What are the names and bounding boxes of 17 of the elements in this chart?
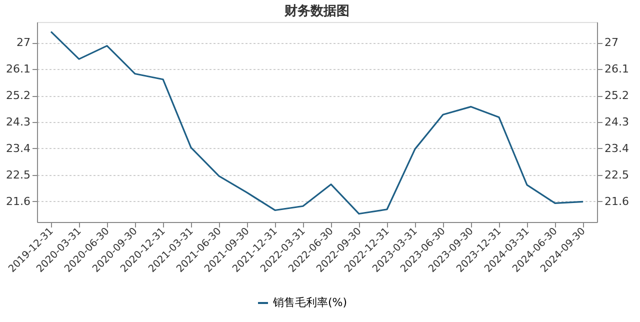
chart-title: 财务数据图 xyxy=(284,4,350,19)
y-tick-label: 23.4 xyxy=(6,142,30,155)
line-series xyxy=(50,30,584,215)
y-tick-label: 26.1 xyxy=(6,62,30,76)
y-tick-label: 27 xyxy=(16,36,30,50)
y2-tick-label: 21.6 xyxy=(604,194,629,208)
y2-tick-label: 25.2 xyxy=(604,89,629,102)
y2-tick-label: 27 xyxy=(604,36,618,50)
y2-tick-label: 23.4 xyxy=(604,142,629,155)
y2-tick-label: 24.3 xyxy=(604,116,629,128)
y-tick-label: 22.5 xyxy=(6,168,30,182)
y2-tick-label: 26.1 xyxy=(604,62,629,76)
y-tick-label: 24.3 xyxy=(6,116,30,128)
legend-label: 销售毛利率(%) xyxy=(272,296,348,309)
y-tick-label: 25.2 xyxy=(6,89,30,102)
y-tick-label: 21.6 xyxy=(6,194,30,208)
y2-tick-label: 22.5 xyxy=(604,168,629,182)
